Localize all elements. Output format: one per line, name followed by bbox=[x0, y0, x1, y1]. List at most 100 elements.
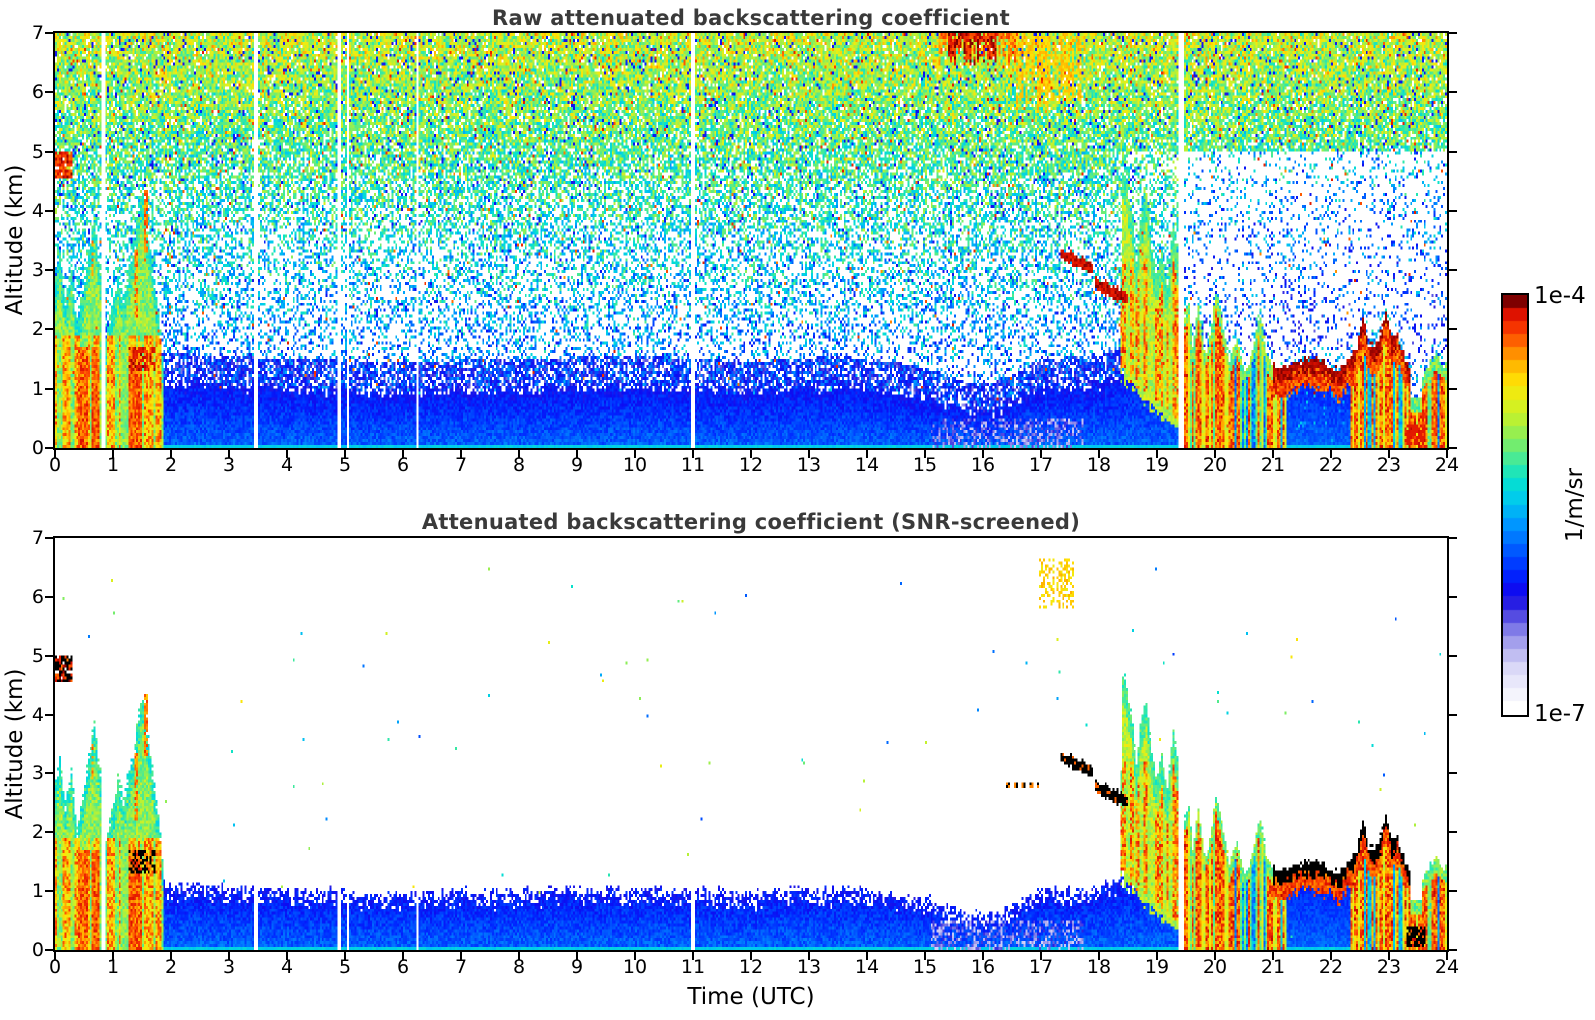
y-tick-right bbox=[1449, 713, 1457, 716]
x-tick-label: 0 bbox=[48, 454, 62, 476]
y-tick-label: 6 bbox=[31, 585, 44, 608]
x-tick bbox=[750, 450, 752, 458]
x-tick-label: 24 bbox=[1434, 956, 1460, 978]
x-tick-label: 18 bbox=[1086, 454, 1112, 476]
x-tick bbox=[286, 450, 288, 458]
x-tick bbox=[1446, 450, 1448, 458]
y-tick-label: 5 bbox=[31, 140, 44, 163]
bottom-panel bbox=[53, 536, 1449, 952]
x-tick-label: 7 bbox=[454, 454, 468, 476]
x-tick-label: 3 bbox=[222, 454, 236, 476]
y-tick-label: 1 bbox=[31, 880, 44, 903]
x-tick-label: 19 bbox=[1144, 454, 1170, 476]
y-tick bbox=[45, 209, 53, 212]
x-tick bbox=[54, 450, 56, 458]
x-tick-label: 6 bbox=[396, 454, 410, 476]
x-tick bbox=[1388, 450, 1390, 458]
x-tick-label: 15 bbox=[912, 454, 938, 476]
y-tick bbox=[45, 595, 53, 598]
y-tick-label: 5 bbox=[31, 644, 44, 667]
y-tick bbox=[45, 772, 53, 775]
x-tick bbox=[924, 450, 926, 458]
y-tick-right bbox=[1449, 328, 1457, 331]
x-tick-label: 22 bbox=[1318, 956, 1344, 978]
x-tick bbox=[1214, 952, 1216, 960]
x-tick bbox=[460, 952, 462, 960]
x-tick-label: 16 bbox=[970, 454, 996, 476]
x-tick bbox=[1156, 450, 1158, 458]
x-tick bbox=[402, 952, 404, 960]
y-tick bbox=[45, 269, 53, 272]
x-tick-label: 23 bbox=[1376, 454, 1402, 476]
y-tick bbox=[45, 328, 53, 331]
x-tick bbox=[228, 952, 230, 960]
x-tick-label: 5 bbox=[338, 956, 352, 978]
colorbar-unit-label: 1/m/sr bbox=[1562, 468, 1588, 542]
y-tick-right bbox=[1449, 654, 1457, 657]
y-tick-right bbox=[1449, 537, 1457, 539]
x-tick bbox=[866, 450, 868, 458]
x-tick bbox=[344, 450, 346, 458]
y-tick bbox=[45, 949, 53, 951]
y-tick-label: 2 bbox=[31, 821, 44, 844]
x-tick-label: 7 bbox=[454, 956, 468, 978]
x-tick bbox=[1272, 450, 1274, 458]
y-tick bbox=[45, 654, 53, 657]
x-tick bbox=[1156, 952, 1158, 960]
colorbar-max-label: 1e-4 bbox=[1534, 283, 1586, 309]
x-tick-label: 2 bbox=[164, 454, 178, 476]
y-tick bbox=[45, 713, 53, 716]
y-tick-label: 0 bbox=[31, 437, 44, 459]
y-tick bbox=[45, 91, 53, 94]
x-tick bbox=[634, 450, 636, 458]
x-tick bbox=[1040, 450, 1042, 458]
x-tick bbox=[1330, 450, 1332, 458]
y-tick-label: 4 bbox=[31, 199, 44, 222]
x-tick-label: 3 bbox=[222, 956, 236, 978]
x-tick bbox=[518, 952, 520, 960]
y-tick-right bbox=[1449, 269, 1457, 272]
x-tick-label: 21 bbox=[1260, 956, 1286, 978]
x-tick bbox=[170, 450, 172, 458]
x-tick bbox=[344, 952, 346, 960]
x-tick bbox=[170, 952, 172, 960]
y-tick bbox=[45, 447, 53, 449]
x-tick-label: 8 bbox=[512, 454, 526, 476]
y-tick bbox=[45, 890, 53, 893]
y-tick-right bbox=[1449, 831, 1457, 834]
x-tick-label: 8 bbox=[512, 956, 526, 978]
y-tick bbox=[45, 387, 53, 390]
x-tick bbox=[1330, 952, 1332, 960]
x-tick-label: 12 bbox=[738, 956, 764, 978]
x-tick bbox=[402, 450, 404, 458]
y-tick-right bbox=[1449, 209, 1457, 212]
x-tick bbox=[866, 952, 868, 960]
x-tick-label: 13 bbox=[796, 454, 822, 476]
x-tick bbox=[924, 952, 926, 960]
x-tick bbox=[112, 952, 114, 960]
x-tick bbox=[1446, 952, 1448, 960]
x-tick bbox=[1388, 952, 1390, 960]
x-tick-label: 6 bbox=[396, 956, 410, 978]
x-tick-label: 10 bbox=[622, 454, 648, 476]
x-tick bbox=[228, 450, 230, 458]
x-tick bbox=[1040, 952, 1042, 960]
x-tick-label: 4 bbox=[280, 956, 294, 978]
x-tick bbox=[750, 952, 752, 960]
y-tick-right bbox=[1449, 91, 1457, 94]
y-tick bbox=[45, 150, 53, 153]
x-tick-label: 17 bbox=[1028, 454, 1054, 476]
y-tick-right bbox=[1449, 387, 1457, 390]
y-tick-right bbox=[1449, 32, 1457, 34]
colorbar-min-label: 1e-7 bbox=[1534, 701, 1586, 727]
bottom-panel-title: Attenuated backscattering coefficient (S… bbox=[421, 510, 1081, 534]
x-tick-label: 2 bbox=[164, 956, 178, 978]
x-tick bbox=[982, 952, 984, 960]
x-tick bbox=[692, 952, 694, 960]
x-tick bbox=[1214, 450, 1216, 458]
x-tick-label: 16 bbox=[970, 956, 996, 978]
colorbar-canvas bbox=[1503, 295, 1527, 715]
x-tick-label: 9 bbox=[570, 956, 584, 978]
y-tick-label: 2 bbox=[31, 318, 44, 341]
